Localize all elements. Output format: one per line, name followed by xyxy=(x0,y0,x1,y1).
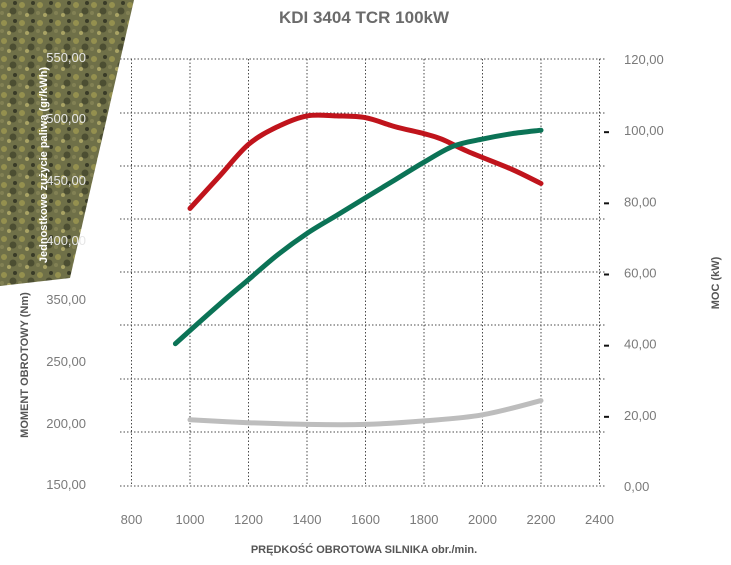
left-tick-label: 150,00 xyxy=(46,477,86,492)
chart-title: KDI 3404 TCR 100kW xyxy=(279,8,450,27)
series-group xyxy=(172,112,544,428)
right-axis-ticks: 0,00 20,00 40,00 60,00 80,00 100,00 120,00 xyxy=(624,52,664,494)
left-tick-label: 500,00 xyxy=(46,111,86,126)
left-tick-label: 350,00 xyxy=(46,292,86,307)
x-tick-label: 1800 xyxy=(410,512,439,527)
left-tick-label: 250,00 xyxy=(46,354,86,369)
y-axis-label-fuel: Jednostkowe zużycie paliwa (gr/kWh) xyxy=(38,67,50,264)
left-tick-label: 550,00 xyxy=(46,50,86,65)
right-tick-label: 80,00 xyxy=(624,194,657,209)
x-tick-label: 800 xyxy=(121,512,143,527)
left-tick-label: 450,00 xyxy=(46,173,86,188)
series-line-0 xyxy=(187,112,544,211)
grid xyxy=(120,58,605,487)
x-tick-label: 1600 xyxy=(351,512,380,527)
y-axis-label-torque: MOMENT OBROTOWY (Nm) xyxy=(19,292,31,438)
background-photo xyxy=(0,0,134,286)
right-axis-tickmarks xyxy=(604,131,609,418)
x-tick-label: 1000 xyxy=(176,512,205,527)
right-tick-label: 20,00 xyxy=(624,408,657,423)
x-axis-ticks: 800 1000 1200 1400 1600 1800 2000 2200 2400 xyxy=(121,512,614,527)
x-tick-label: 2000 xyxy=(468,512,497,527)
right-tick-label: 60,00 xyxy=(624,266,657,281)
series-line-1 xyxy=(172,127,544,347)
right-tick-label: 120,00 xyxy=(624,52,664,67)
series-line-2 xyxy=(187,398,544,428)
left-tick-label: 200,00 xyxy=(46,416,86,431)
left-axis-ticks: 150,00 200,00 250,00 350,00 400,00 450,00 500,… xyxy=(46,50,86,492)
x-tick-label: 2200 xyxy=(527,512,556,527)
right-tick-label: 40,00 xyxy=(624,337,657,352)
left-tick-label: 400,00 xyxy=(46,233,86,248)
x-tick-label: 1400 xyxy=(293,512,322,527)
y-axis-label-power: MOC (kW) xyxy=(710,256,722,309)
x-tick-label: 2400 xyxy=(585,512,614,527)
x-axis-label: PRĘDKOŚĆ OBROTOWA SILNIKA obr./min. xyxy=(251,543,477,556)
right-tick-label: 0,00 xyxy=(624,479,649,494)
x-tick-label: 1200 xyxy=(234,512,263,527)
right-tick-label: 100,00 xyxy=(624,123,664,138)
